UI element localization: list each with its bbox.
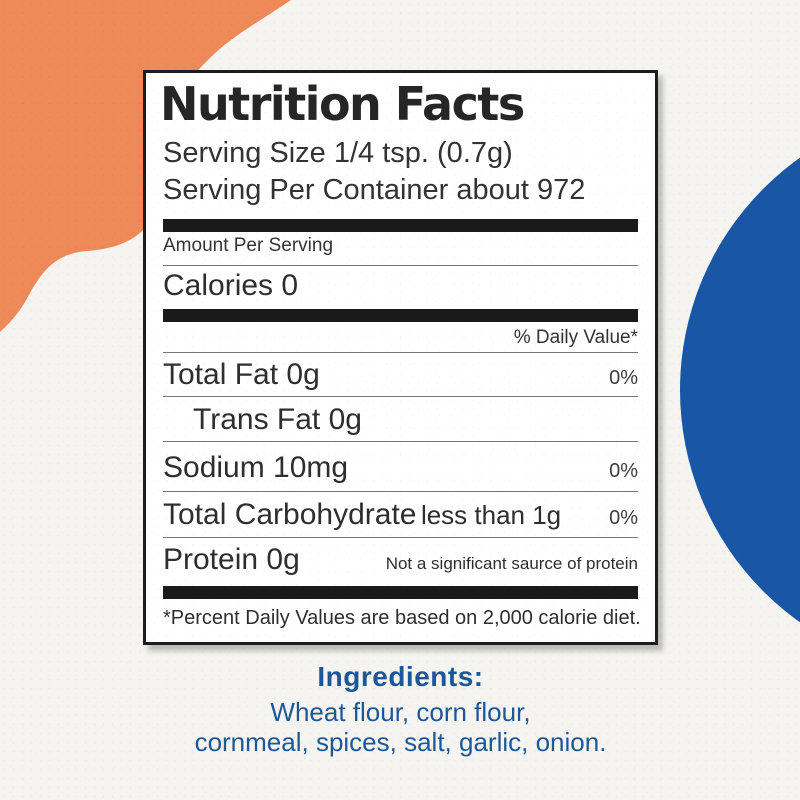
thin-divider	[163, 396, 638, 397]
orange-blob-path	[0, 0, 291, 332]
nutrient-name: Total Fat 0g	[163, 358, 320, 391]
nutrient-row-total-fat: Total Fat 0g 0%	[163, 358, 638, 392]
label-title: Nutrition Facts	[160, 77, 525, 131]
thick-divider-bar	[163, 219, 638, 232]
nutrient-row-carbohydrate: Total Carbohydrate less than 1g 0%	[163, 498, 638, 532]
thin-divider	[163, 352, 638, 353]
nutrition-facts-label: Nutrition Facts Serving Size 1/4 tsp. (0…	[143, 70, 658, 645]
ingredients-section: Ingredients: Wheat flour, corn flour, co…	[143, 661, 658, 757]
ingredients-heading: Ingredients:	[317, 661, 484, 692]
thick-divider-bar	[163, 309, 638, 322]
nutrient-percent: 0%	[609, 507, 638, 529]
ingredients-line: Wheat flour, corn flour,	[270, 697, 531, 727]
nutrient-name: Protein 0g	[163, 543, 300, 576]
serving-size-text: Serving Size 1/4 tsp. (0.7g)	[163, 137, 513, 169]
thin-divider	[163, 265, 638, 266]
nutrient-name: Sodium 10mg	[163, 451, 349, 484]
blue-circle-decoration	[680, 105, 800, 675]
nutrient-amount: less than 1g	[420, 500, 562, 530]
thin-divider	[163, 491, 638, 492]
nutrient-row-trans-fat: Trans Fat 0g	[163, 403, 638, 437]
thin-divider	[163, 441, 638, 442]
nutrient-percent: 0%	[609, 367, 638, 389]
daily-value-header: % Daily Value*	[513, 327, 638, 348]
daily-value-footnote: *Percent Daily Values are based on 2,000…	[163, 607, 641, 629]
thin-divider	[163, 537, 638, 538]
nutrient-percent: 0%	[609, 460, 638, 482]
orange-blob-shape	[0, 0, 291, 332]
nutrient-row-protein: Protein 0g Not a significant saurce of p…	[163, 543, 638, 577]
nutrient-name: Total Carbohydrate	[163, 498, 417, 531]
nutrient-name: Trans Fat 0g	[193, 403, 362, 436]
protein-note: Not a significant saurce of protein	[385, 554, 638, 573]
calories-text: Calories 0	[163, 269, 299, 302]
amount-per-serving-text: Amount Per Serving	[163, 235, 334, 256]
servings-per-container-text: Serving Per Container about 972	[163, 174, 586, 206]
ingredients-line: cornmeal, spices, salt, garlic, onion.	[194, 727, 607, 757]
nutrient-name-group: Total Carbohydrate less than 1g	[163, 498, 561, 532]
nutrient-row-sodium: Sodium 10mg 0%	[163, 451, 638, 485]
thick-divider-bar	[163, 586, 638, 599]
